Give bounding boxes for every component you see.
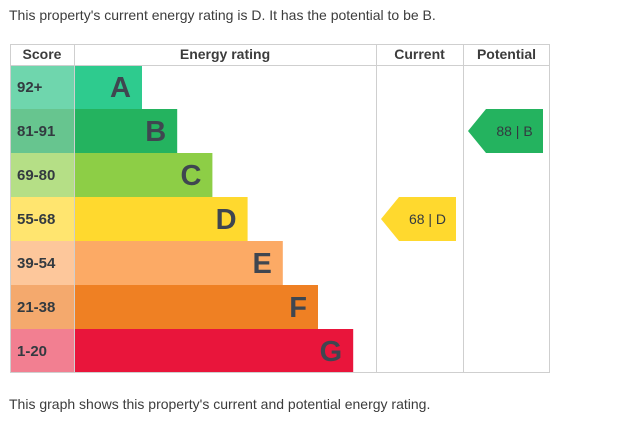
column-header-current: Current — [394, 46, 445, 62]
footer-text: This graph shows this property's current… — [9, 396, 431, 412]
score-cell-e — [10, 241, 74, 285]
score-label-f: 21-38 — [17, 299, 55, 316]
score-label-d: 55-68 — [17, 211, 55, 228]
rating-letter-g: G — [320, 336, 343, 368]
rating-letter-f: F — [289, 292, 307, 324]
rating-bar-b — [74, 109, 178, 153]
rating-bar-a — [74, 65, 142, 109]
rating-bands: 92+ A 81-91 B 69-80 C 55-68 D 39-54 E 21-38 F 1-20 G — [10, 65, 354, 373]
score-cell-f — [10, 285, 74, 329]
intro-text: This property's current energy rating is… — [9, 7, 436, 23]
table-border — [10, 44, 550, 373]
rating-letter-d: D — [216, 204, 237, 236]
current-rating-arrow — [381, 197, 456, 241]
rating-bar-e — [74, 241, 283, 285]
table-grid — [10, 44, 550, 373]
score-cell-b — [10, 109, 74, 153]
score-cell-d — [10, 197, 74, 241]
score-cell-a — [10, 65, 74, 109]
rating-letter-c: C — [180, 160, 201, 192]
potential-rating-arrow-label: 88 | B — [496, 123, 532, 139]
rating-bar-c — [74, 153, 213, 197]
rating-bar-d — [74, 197, 248, 241]
rating-letter-a: A — [110, 72, 131, 104]
score-label-a: 92+ — [17, 79, 43, 96]
score-cell-c — [10, 153, 74, 197]
score-cell-g — [10, 329, 74, 373]
rating-bar-g — [74, 329, 354, 373]
score-label-g: 1-20 — [17, 343, 47, 360]
current-rating-arrow-label: 68 | D — [409, 211, 446, 227]
score-label-c: 69-80 — [17, 167, 55, 184]
score-label-b: 81-91 — [17, 123, 55, 140]
score-label-e: 39-54 — [17, 255, 56, 272]
potential-rating-arrow — [468, 109, 543, 153]
column-header-potential: Potential — [477, 46, 536, 62]
column-header-score: Score — [23, 46, 62, 62]
rating-bar-f — [74, 285, 318, 329]
rating-letter-e: E — [252, 248, 271, 280]
rating-arrows: 68 | D 88 | B — [381, 109, 543, 241]
column-header-energy-rating: Energy rating — [180, 46, 270, 62]
rating-letter-b: B — [145, 116, 166, 148]
header-row: Score Energy rating Current Potential — [23, 46, 537, 62]
